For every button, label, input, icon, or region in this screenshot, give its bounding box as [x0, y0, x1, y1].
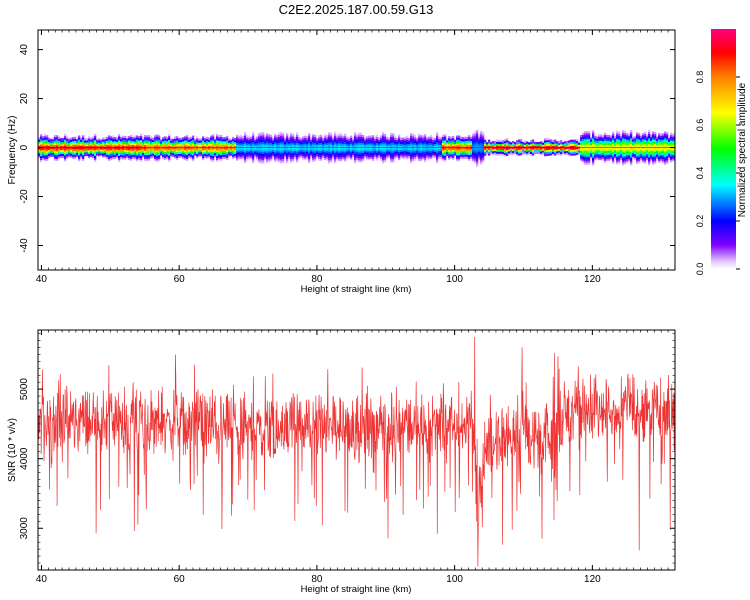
colorbar-label: Normalized spectral amplitude — [737, 82, 748, 217]
x-tick-label: 120 — [584, 274, 601, 285]
x-tick-label: 80 — [311, 574, 323, 585]
x-tick-label: 100 — [446, 574, 463, 585]
spectrogram-frame — [37, 29, 676, 271]
x-tick-label: 120 — [584, 574, 601, 585]
chart-title: C2E2.2025.187.00.59.G13 — [279, 2, 434, 17]
snr-frame — [37, 329, 676, 571]
y-tick-label: 0 — [19, 144, 30, 150]
colorbar-tick-label: 0.8 — [695, 71, 705, 84]
spectrogram-panel: 40 60 80 100 120 -40 -20 0 20 40 Height of straig… — [7, 29, 676, 295]
x-tick-label: 40 — [36, 274, 48, 285]
snr-xlabel: Height of straight line (km) — [301, 584, 412, 595]
snr-panel: 40 60 80 100 120 3000 4000 5000 Height of strai… — [7, 329, 676, 595]
colorbar: 0.0 0.2 0.4 0.6 0.8 Normalized spectral ampl… — [695, 29, 748, 275]
x-tick-label: 100 — [446, 274, 463, 285]
colorbar-tick-label: 0.4 — [695, 167, 705, 180]
colorbar-tick-label: 0.0 — [695, 263, 705, 276]
y-tick-label: 5000 — [19, 378, 30, 401]
spectrogram-heatmap — [38, 129, 675, 168]
colorbar-tick-label: 0.6 — [695, 119, 705, 132]
colorbar-tick-label: 0.2 — [695, 215, 705, 228]
snr-series-line — [38, 336, 675, 567]
snr-ylabel: SNR (10 * v/v) — [7, 418, 18, 482]
y-tick-label: 3000 — [19, 517, 30, 540]
x-tick-label: 60 — [174, 574, 186, 585]
colorbar-ticks: 0.0 0.2 0.4 0.6 0.8 — [695, 71, 740, 276]
colorbar-gradient — [711, 29, 736, 269]
x-tick-label: 80 — [311, 274, 323, 285]
spectrogram-xlabel: Height of straight line (km) — [301, 284, 412, 295]
y-tick-label: 4000 — [19, 447, 30, 470]
y-tick-label: -40 — [19, 238, 30, 253]
y-tick-label: 40 — [19, 44, 30, 56]
spectrogram-ticks: 40 60 80 100 120 -40 -20 0 20 40 — [19, 30, 676, 285]
spectrogram-ylabel: Frequency (Hz) — [7, 116, 18, 185]
y-tick-label: 20 — [19, 93, 30, 105]
y-tick-label: -20 — [19, 189, 30, 204]
snr-ticks: 40 60 80 100 120 3000 4000 5000 — [19, 330, 676, 585]
x-tick-label: 60 — [174, 274, 186, 285]
x-tick-label: 40 — [36, 574, 48, 585]
